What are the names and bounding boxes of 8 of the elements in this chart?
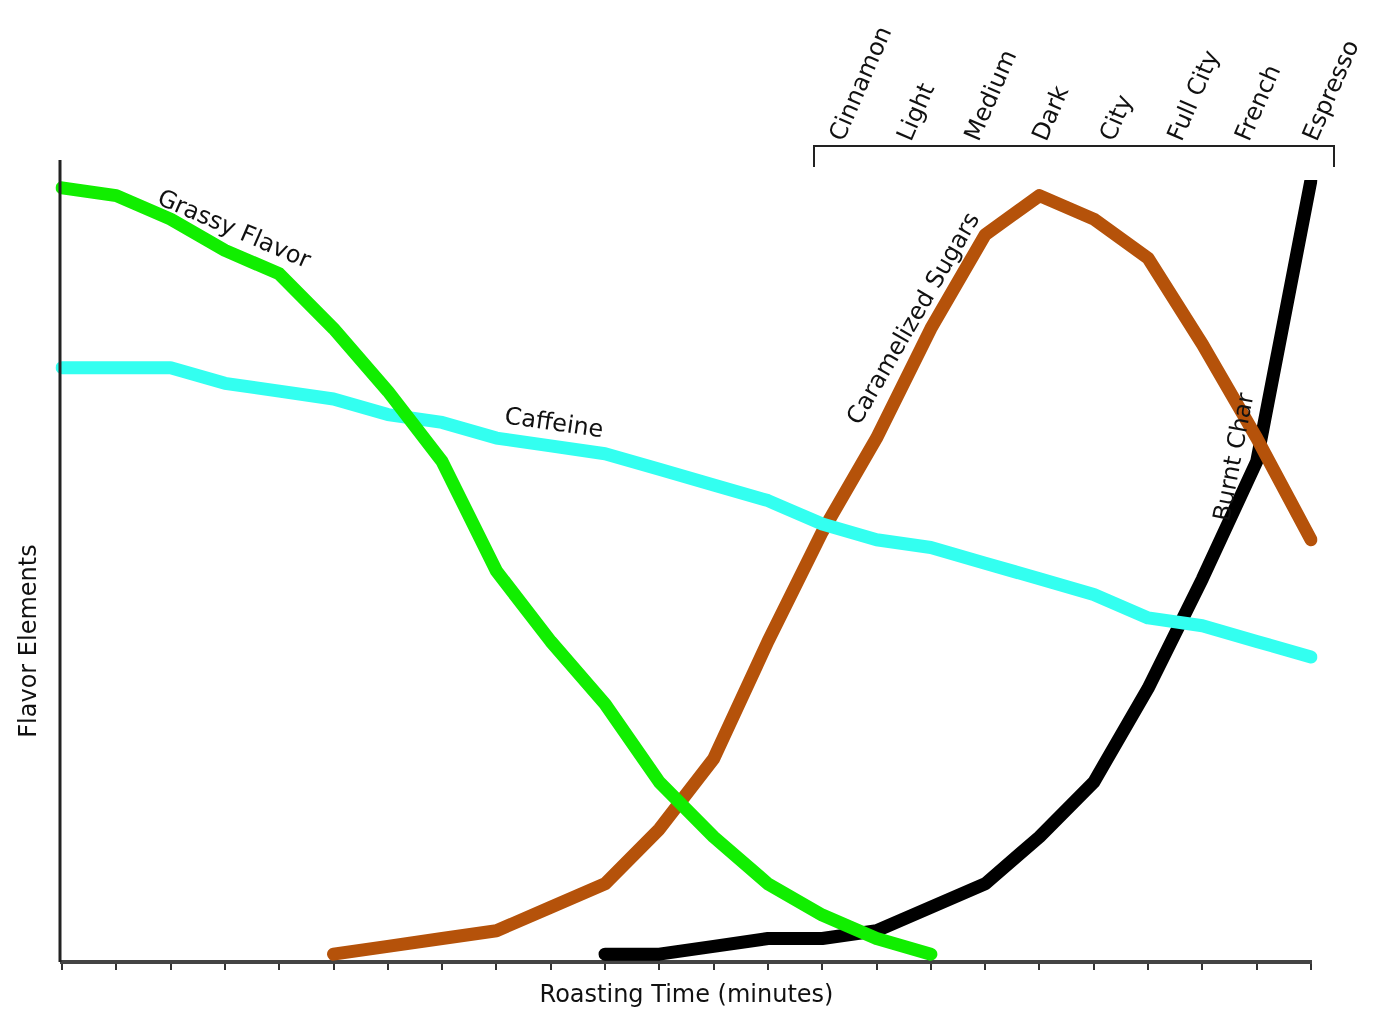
text: Burnt Char — [1207, 390, 1260, 524]
x-axis-title: Roasting Time (minutes) — [539, 979, 834, 1008]
text: City — [1093, 90, 1139, 145]
y-axis-title: Flavor Elements — [14, 544, 43, 738]
text: Dark — [1026, 81, 1075, 145]
text: Light — [890, 78, 941, 145]
text: Full City — [1161, 45, 1225, 145]
text: Caffeine — [502, 401, 606, 444]
